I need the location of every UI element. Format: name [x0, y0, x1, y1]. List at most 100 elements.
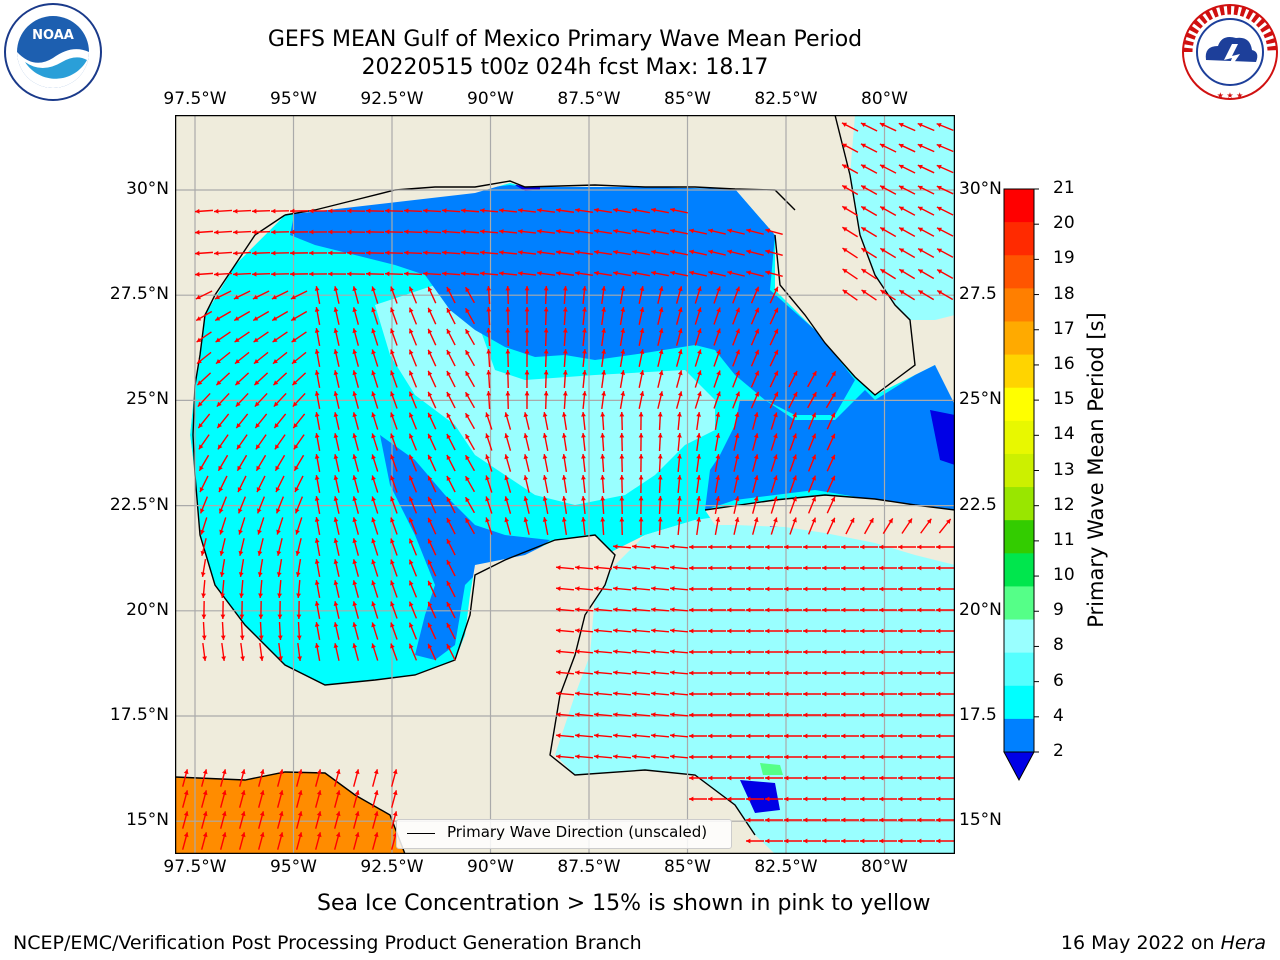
wave-arrow — [784, 817, 802, 823]
wave-arrow — [612, 586, 632, 591]
wave-arrow — [346, 271, 366, 277]
wave-arrow — [276, 559, 283, 577]
wave-arrow — [582, 327, 587, 347]
wave-arrow — [505, 327, 511, 347]
wave-arrow — [860, 226, 878, 238]
wave-arrow — [898, 544, 916, 550]
wave-arrow — [274, 434, 286, 450]
wave-arrow — [333, 769, 341, 787]
wave-arrow — [562, 306, 568, 326]
wave-arrow — [314, 601, 321, 619]
wave-arrow — [860, 796, 878, 802]
wave-arrow — [555, 586, 575, 591]
green-spot — [760, 763, 783, 775]
wave-arrow — [422, 229, 442, 235]
wave-arrow — [308, 271, 328, 277]
wave-arrow — [390, 370, 398, 388]
wave-arrow — [689, 628, 707, 634]
title-line-2: 20220515 t00z 024h fcst Max: 18.17 — [361, 55, 769, 80]
wave-arrow — [517, 208, 537, 213]
wave-arrow — [696, 474, 702, 494]
wave-arrow — [272, 372, 288, 386]
wave-arrow — [750, 370, 760, 388]
wave-arrow — [708, 691, 726, 697]
wave-arrow — [213, 271, 233, 277]
wave-arrow — [233, 290, 251, 300]
lon-tick-label-top: 80°W — [861, 89, 908, 109]
wave-arrow — [427, 286, 437, 304]
wave-arrow — [536, 229, 556, 234]
wave-arrow — [727, 544, 745, 550]
wave-arrow — [333, 307, 340, 325]
lat-tick-label-left: 20°N — [126, 599, 169, 620]
wave-arrow — [593, 733, 613, 738]
wave-arrow — [689, 670, 707, 676]
wave-arrow — [879, 607, 897, 613]
wave-arrow — [708, 754, 726, 760]
wave-arrow — [638, 453, 644, 473]
wave-arrow — [670, 249, 688, 256]
wave-arrow — [464, 496, 476, 514]
wave-arrow — [879, 712, 897, 718]
wave-arrow — [898, 838, 916, 844]
wave-arrow — [689, 565, 707, 571]
wave-arrow — [292, 392, 306, 408]
wave-arrow — [408, 433, 418, 451]
wave-arrow — [841, 184, 859, 196]
wave-arrow — [860, 565, 878, 571]
wave-arrow — [196, 331, 212, 343]
wave-arrow — [593, 607, 613, 612]
wave-arrow — [582, 390, 587, 410]
wave-arrow — [238, 538, 245, 556]
wave-arrow — [807, 454, 817, 472]
wave-arrow — [427, 475, 437, 493]
wave-arrow — [254, 392, 268, 408]
wave-arrow — [523, 433, 530, 451]
wave-arrow — [390, 790, 398, 808]
atlantic-water — [840, 115, 955, 320]
wave-arrow — [936, 691, 954, 697]
wave-arrow — [239, 621, 245, 641]
wave-arrow — [657, 286, 664, 304]
wave-arrow — [485, 496, 493, 514]
wave-arrow — [898, 775, 916, 781]
wave-arrow — [689, 544, 707, 550]
wave-arrow — [727, 586, 745, 592]
wave-arrow — [879, 775, 897, 781]
wave-arrow — [632, 228, 650, 235]
wave-arrow — [751, 496, 759, 514]
wave-arrow — [314, 538, 321, 556]
wave-arrow — [277, 621, 283, 641]
wave-arrow — [879, 754, 897, 760]
wave-arrow — [746, 775, 764, 781]
wave-arrow — [561, 474, 568, 494]
wave-arrow — [296, 600, 302, 620]
wave-arrow — [789, 517, 797, 535]
wave-arrow — [841, 226, 859, 238]
wave-arrow — [842, 268, 858, 280]
wave-arrow — [803, 670, 821, 676]
wave-arrow — [582, 306, 587, 326]
wave-arrow — [504, 517, 512, 535]
wave-arrow — [384, 250, 404, 256]
wave-arrow — [770, 517, 778, 535]
wave-arrow — [295, 538, 302, 556]
wave-arrow — [390, 538, 398, 556]
wave-arrow — [638, 370, 645, 388]
wave-arrow — [390, 517, 398, 535]
wave-arrow — [898, 712, 916, 718]
wave-arrow — [333, 433, 340, 451]
wave-arrow — [536, 250, 556, 255]
wave-arrow — [841, 796, 859, 802]
wave-arrow — [333, 475, 340, 493]
wave-arrow — [277, 600, 283, 620]
wave-arrow — [427, 433, 437, 451]
wave-arrow — [879, 268, 897, 280]
wave-arrow — [619, 349, 626, 367]
wave-arrow — [333, 643, 340, 661]
wave-arrow — [784, 586, 802, 592]
wave-arrow — [543, 327, 549, 347]
wave-arrow — [713, 328, 721, 346]
wave-arrow — [562, 390, 568, 410]
wave-arrow — [936, 817, 954, 823]
